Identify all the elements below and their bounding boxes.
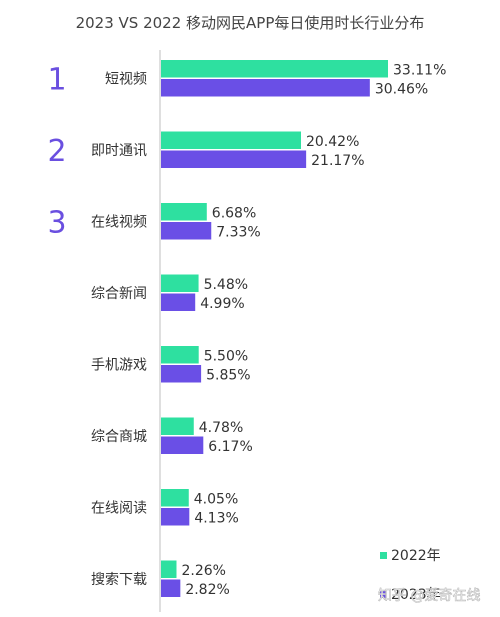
rank-number: 3 <box>47 205 66 240</box>
bar-2023 <box>161 508 190 526</box>
category-label: 在线阅读 <box>91 499 147 516</box>
bar-2023 <box>161 222 212 240</box>
bar-2022 <box>161 489 189 507</box>
category-label: 搜索下载 <box>91 571 147 588</box>
value-label-2022: 5.48% <box>204 277 248 293</box>
value-label-2022: 20.42% <box>306 134 359 150</box>
rank-number: 1 <box>47 62 66 97</box>
category-label: 短视频 <box>105 71 147 87</box>
bar-2023 <box>161 365 202 383</box>
category-label: 综合新闻 <box>91 286 147 302</box>
legend-label: 2023年 <box>391 587 441 603</box>
legend-swatch <box>380 591 387 598</box>
bar-2022 <box>161 274 199 292</box>
bars <box>161 60 388 597</box>
value-label-2023: 21.17% <box>311 153 364 169</box>
value-label-2022: 4.05% <box>194 492 238 508</box>
bar-2022 <box>161 131 301 149</box>
bar-2022 <box>161 560 177 578</box>
value-label-2023: 7.33% <box>216 225 260 241</box>
value-label-2022: 6.68% <box>212 206 256 222</box>
value-label-2023: 4.13% <box>194 511 238 527</box>
value-labels: 33.11% 30.46% 20.42% 21.17% 6.68% 7.33% 5.48% 4… <box>181 63 446 599</box>
bar-2023 <box>161 79 370 97</box>
bar-2022 <box>161 60 388 78</box>
watermark-text: 知乎 @爱奇在线 <box>378 587 480 604</box>
category-label: 综合商城 <box>91 429 147 445</box>
bar-2022 <box>161 417 194 435</box>
bar-2022 <box>161 346 199 364</box>
value-label-2022: 33.11% <box>393 63 446 79</box>
value-label-2023: 5.85% <box>206 368 250 384</box>
rank-number: 2 <box>47 134 66 169</box>
bar-2023 <box>161 436 204 454</box>
category-label: 即时通讯 <box>91 143 147 159</box>
rank-numbers: 1 2 3 <box>47 62 66 240</box>
value-label-2022: 2.26% <box>181 563 225 579</box>
legend: 2022年 2023年 <box>380 548 441 603</box>
legend-swatch <box>380 552 387 559</box>
category-label: 在线视频 <box>91 214 147 230</box>
value-label-2023: 6.17% <box>208 439 252 455</box>
value-label-2022: 4.78% <box>199 420 243 436</box>
category-label: 手机游戏 <box>91 357 147 373</box>
bar-2023 <box>161 293 196 311</box>
value-label-2023: 4.99% <box>200 296 244 312</box>
value-label-2023: 30.46% <box>375 82 428 98</box>
bar-2022 <box>161 203 207 221</box>
chart-title: 2023 VS 2022 移动网民APP每日使用时长行业分布 <box>76 14 425 32</box>
legend-label: 2022年 <box>391 548 441 564</box>
value-label-2023: 2.82% <box>185 582 229 598</box>
value-label-2022: 5.50% <box>204 349 248 365</box>
bar-2023 <box>161 579 181 597</box>
bar-2023 <box>161 150 307 168</box>
